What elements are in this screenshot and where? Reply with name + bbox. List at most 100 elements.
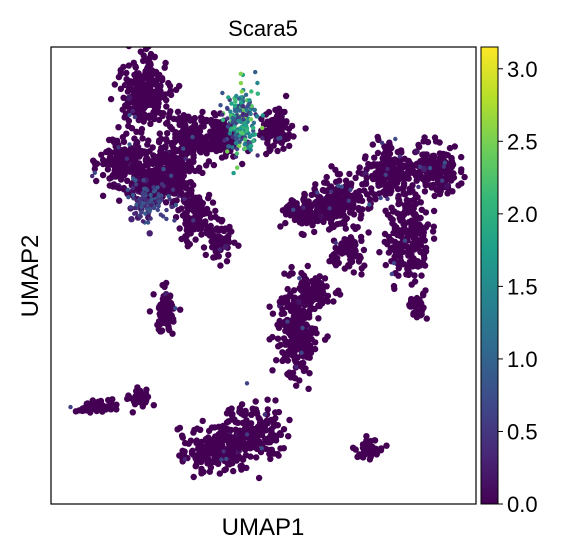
- scatter-point: [282, 92, 290, 100]
- scatter-point: [257, 419, 264, 426]
- scatter-point: [458, 153, 465, 161]
- scatter-point: [140, 219, 146, 224]
- scatter-point: [448, 157, 455, 164]
- scatter-point: [388, 144, 395, 152]
- scatter-point: [98, 151, 105, 158]
- scatter-point: [221, 449, 226, 454]
- scatter-point: [125, 392, 132, 399]
- scatter-point: [320, 218, 327, 226]
- scatter-point: [356, 187, 363, 195]
- scatter-point: [248, 411, 255, 418]
- scatter-point: [160, 189, 167, 196]
- scatter-point: [224, 456, 229, 462]
- scatter-point: [384, 241, 391, 248]
- scatter-point: [298, 212, 305, 220]
- scatter-point: [277, 341, 284, 348]
- scatter-point: [332, 178, 340, 186]
- scatter-point: [163, 103, 170, 110]
- scatter-point: [278, 135, 283, 141]
- scatter-point: [226, 144, 231, 149]
- colorbar-tick-label: 1.0: [507, 347, 538, 372]
- scatter-point: [120, 94, 127, 102]
- scatter-point: [323, 179, 330, 187]
- scatter-point: [252, 398, 259, 405]
- scatter-point: [247, 453, 254, 460]
- scatter-point: [231, 239, 238, 246]
- scatter-point: [163, 96, 170, 104]
- scatter-point: [447, 171, 455, 178]
- scatter-point: [308, 290, 315, 297]
- scatter-point: [221, 466, 228, 474]
- scatter-point: [432, 173, 439, 180]
- scatter-point: [190, 141, 198, 149]
- scatter-point: [130, 169, 138, 177]
- scatter-point: [395, 265, 402, 272]
- scatter-point: [143, 74, 151, 82]
- scatter-point: [207, 143, 214, 150]
- scatter-point: [397, 232, 405, 239]
- scatter-point: [293, 200, 300, 207]
- scatter-point: [355, 197, 362, 204]
- scatter-point: [255, 80, 260, 86]
- scatter-point: [384, 211, 392, 218]
- scatter-point: [227, 131, 233, 136]
- scatter-point: [111, 156, 118, 164]
- scatter-point: [429, 155, 437, 162]
- scatter-point: [125, 47, 132, 50]
- scatter-point: [218, 103, 223, 108]
- scatter-point: [262, 412, 267, 417]
- scatter-point: [285, 319, 290, 324]
- scatter-point: [229, 460, 236, 467]
- scatter-point: [284, 285, 291, 293]
- scatter-point: [238, 126, 243, 132]
- scatter-point: [302, 276, 310, 283]
- scatter-point: [128, 205, 134, 210]
- scatter-point: [255, 153, 260, 158]
- scatter-point: [216, 233, 223, 240]
- scatter-point: [168, 173, 174, 178]
- scatter-point: [358, 237, 365, 244]
- scatter-point: [396, 200, 404, 207]
- scatter-point: [385, 249, 393, 256]
- scatter-point: [220, 90, 225, 96]
- scatter-point: [326, 215, 333, 222]
- scatter-point: [332, 289, 340, 297]
- scatter-point: [133, 182, 139, 187]
- scatter-point: [126, 195, 131, 200]
- scatter-point: [222, 243, 229, 250]
- scatter-point: [132, 63, 139, 70]
- scatter-point: [343, 215, 350, 222]
- scatter-point: [235, 129, 240, 134]
- scatter-point: [122, 102, 129, 109]
- scatter-point: [220, 112, 225, 117]
- scatter-point: [283, 207, 290, 215]
- scatter-point: [280, 426, 288, 433]
- scatter-point: [192, 236, 199, 243]
- scatter-point: [401, 224, 408, 232]
- scatter-point: [412, 211, 419, 218]
- scatter-point: [139, 196, 144, 202]
- scatter-point: [437, 187, 444, 195]
- scatter-point: [420, 290, 427, 297]
- scatter-point: [164, 130, 171, 137]
- scatter-point: [183, 209, 190, 216]
- scatter-point: [313, 207, 321, 214]
- scatter-point: [181, 439, 189, 447]
- scatter-point: [253, 408, 260, 415]
- scatter-point: [92, 401, 99, 409]
- scatter-point: [277, 223, 284, 230]
- scatter-point: [406, 270, 414, 278]
- scatter-point: [300, 231, 307, 238]
- scatter-point: [151, 178, 159, 185]
- scatter-point: [272, 106, 279, 114]
- scatter-point: [133, 98, 140, 105]
- scatter-point: [430, 223, 437, 230]
- scatter-point: [402, 238, 408, 243]
- scatter-point: [139, 135, 146, 142]
- scatter-point: [286, 142, 293, 150]
- scatter-point: [128, 125, 136, 132]
- scatter-point: [244, 381, 250, 386]
- scatter-point: [395, 157, 402, 165]
- scatter-point: [214, 118, 221, 126]
- scatter-point: [409, 182, 416, 189]
